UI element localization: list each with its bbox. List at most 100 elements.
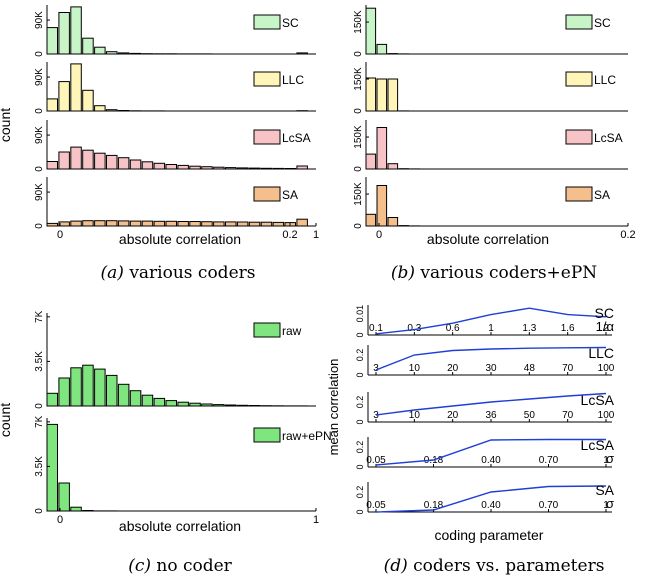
d-panel-3-xtick-label: 100 bbox=[598, 410, 615, 421]
a-panel-3-bar bbox=[71, 147, 82, 169]
d-panel-3-xtick-label: 36 bbox=[485, 410, 497, 421]
a-panel-4-legend-swatch bbox=[254, 187, 280, 201]
b-panel-3-legend-label: LcSA bbox=[594, 131, 623, 145]
d-panel-2-xtick-label: 100 bbox=[598, 363, 615, 374]
a-panel-4-bar bbox=[190, 222, 201, 227]
b-panel-4-ytick-label: 150K bbox=[353, 182, 364, 206]
d-ylabel: mean correlation bbox=[326, 359, 341, 456]
c-panel-1-ytick-label: 7K bbox=[34, 310, 45, 323]
b-panel-4-legend-label: SA bbox=[594, 188, 610, 202]
caption-d-text: coders vs. parameters bbox=[413, 556, 604, 576]
b-panel-1-bar bbox=[366, 8, 376, 54]
a-panel-2-bar bbox=[71, 64, 82, 111]
a-panel-3-bar bbox=[118, 158, 128, 169]
a-panel-3-ytick-label: 0 bbox=[34, 166, 45, 172]
b-xtick-label: 0 bbox=[376, 229, 382, 241]
a-panel-2-ytick-label: 90K bbox=[34, 68, 45, 86]
a-panel-3-legend-label: LcSA bbox=[282, 131, 311, 145]
caption-c: (c) no coder bbox=[128, 556, 232, 576]
a-panel-2-legend-swatch bbox=[254, 72, 280, 86]
d-panel-3-ytick-label: 0.2 bbox=[355, 396, 365, 409]
b-panel-2-legend-label: LLC bbox=[594, 73, 616, 87]
a-panel-4-bar bbox=[226, 222, 237, 226]
d-panel-3-ytick-label: 0 bbox=[355, 419, 365, 424]
d-panel-4-ytick-label: 0 bbox=[355, 464, 365, 469]
caption-a: (a) various coders bbox=[101, 263, 256, 283]
b-xlabel: absolute correlation bbox=[427, 231, 549, 247]
d-panel-1-xtick-label: 1.6 bbox=[561, 323, 575, 334]
a-panel-4-ytick-label: 0 bbox=[34, 223, 45, 229]
c-panel-2-bar bbox=[59, 483, 70, 511]
a-xlabel: absolute correlation bbox=[119, 231, 241, 247]
b-panel-1-bar bbox=[377, 44, 387, 54]
c-panel-1-bar bbox=[83, 365, 94, 406]
b-panel-2-bar bbox=[366, 78, 376, 111]
a-panel-1-bar bbox=[83, 38, 94, 54]
b-panel-3-bar bbox=[366, 154, 376, 169]
a-panel-4-bar bbox=[214, 222, 225, 226]
b-panel-1-legend-swatch bbox=[566, 15, 592, 29]
b-panel-4-ytick-label: 0 bbox=[353, 223, 364, 229]
a-xtick-label: 0 bbox=[57, 229, 63, 241]
a-panel-4-bar bbox=[130, 221, 141, 226]
a-panel-2-bar bbox=[83, 90, 94, 111]
a-panel-3-bar bbox=[107, 155, 118, 169]
d-panel-3-xtick-label: 50 bbox=[524, 410, 536, 421]
d-panel-1-xtick-label: 0.1 bbox=[369, 323, 383, 334]
b-xtick-label: 0.2 bbox=[620, 229, 635, 241]
c-panel-1-bar bbox=[47, 393, 58, 406]
caption-b-letter: (b) bbox=[391, 263, 415, 283]
a-panel-3-bar bbox=[166, 165, 177, 170]
b-panel-1-ytick-label: 0 bbox=[353, 51, 364, 57]
c-panel-1-legend-swatch bbox=[254, 323, 280, 337]
b-panel-4-legend-swatch bbox=[566, 187, 592, 201]
a-panel-4-bar bbox=[237, 222, 248, 226]
d-panel-2-ytick-label: 0.2 bbox=[355, 349, 365, 362]
a-panel-2-bar bbox=[95, 106, 106, 111]
d-panel-2-xtick-label: 10 bbox=[409, 363, 421, 374]
c-xtick-label: 1 bbox=[313, 514, 319, 526]
c-panel-1-legend-label: raw bbox=[282, 324, 302, 338]
a-panel-1-bar bbox=[59, 13, 70, 55]
d-panel-2-name: LLC bbox=[588, 345, 614, 361]
c-ylabel: count bbox=[0, 403, 13, 437]
b-panel-3-legend-swatch bbox=[566, 130, 592, 144]
b-panel-4-bar bbox=[377, 186, 387, 227]
d-panel-4-xtick-label: 0.70 bbox=[539, 455, 559, 466]
d-panel-2-xtick-label: 70 bbox=[562, 363, 574, 374]
c-panel-1-bar bbox=[107, 375, 118, 406]
b-panel-2-bar bbox=[388, 79, 398, 111]
d-panel-3-xtick-label: 70 bbox=[562, 410, 574, 421]
b-panel-2-bar bbox=[377, 79, 387, 111]
a-panel-4-bar bbox=[142, 221, 153, 226]
b-panel-2-ytick-label: 0 bbox=[353, 108, 364, 114]
c-panel-1-bar bbox=[154, 398, 165, 406]
a-panel-3-bar bbox=[95, 153, 106, 169]
c-panel-1-bar bbox=[166, 401, 177, 406]
a-panel-2-bar bbox=[59, 82, 70, 111]
a-panel-1-bar bbox=[47, 28, 58, 54]
c-panel-2-ytick-label: 7K bbox=[34, 415, 45, 428]
d-panel-5-xtick-label: 0.40 bbox=[481, 500, 501, 511]
a-panel-1-bar bbox=[71, 7, 82, 54]
c-panel-2-bar bbox=[47, 424, 58, 511]
d-panel-4-xtick-label: 0.40 bbox=[481, 455, 501, 466]
c-panel-2-ytick-label: 0 bbox=[34, 508, 45, 514]
a-panel-2-bar bbox=[47, 99, 58, 111]
a-panel-4-bar bbox=[249, 222, 259, 226]
a-panel-4-bar bbox=[71, 221, 82, 226]
a-panel-1-bar bbox=[95, 47, 106, 54]
d-panel-5-xtick-label: 0.70 bbox=[539, 500, 559, 511]
a-panel-4-bar bbox=[107, 221, 118, 226]
caption-a-text: various coders bbox=[128, 263, 255, 283]
d-panel-1-xtick-label: 1.3 bbox=[522, 323, 536, 334]
d-panel-5-xtick-label: 0.05 bbox=[366, 500, 386, 511]
c-panel-1-bar bbox=[95, 369, 106, 406]
b-panel-2-ytick-label: 150K bbox=[353, 67, 364, 91]
a-panel-4-bar bbox=[95, 221, 106, 226]
d-panel-5-ytick-label: 0 bbox=[355, 509, 365, 514]
a-panel-3-bar bbox=[47, 162, 58, 170]
b-panel-3-ytick-label: 0 bbox=[353, 166, 364, 172]
b-panel-3-bar bbox=[377, 128, 387, 170]
c-panel-2-legend-label: raw+ePN bbox=[282, 429, 332, 443]
